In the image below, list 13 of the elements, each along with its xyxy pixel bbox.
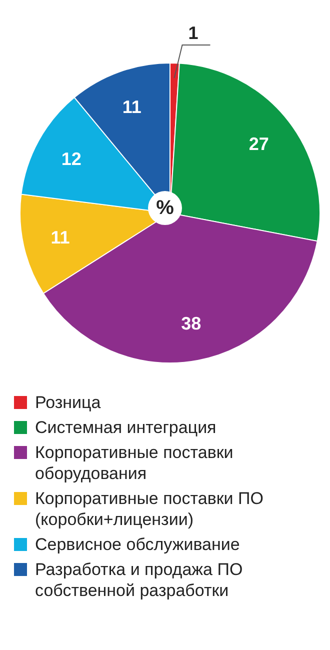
legend-label: Сервисное обслуживание: [35, 534, 240, 555]
data-label: 38: [181, 314, 202, 334]
data-label: 11: [50, 228, 70, 248]
text: %: [148, 191, 182, 225]
data-label: 27: [248, 134, 269, 154]
legend-label: Системная интеграция: [35, 417, 216, 438]
legend-label: Корпоративные поставки оборудования: [35, 442, 234, 484]
legend-label: Корпоративные поставки ПО (коробки+лицензии): [35, 488, 264, 530]
data-label: 11: [122, 97, 142, 118]
legend-label: Розница: [35, 392, 101, 413]
legend-label: Разработка и продажа ПО собственной разработки: [35, 559, 244, 601]
data-label: 12: [61, 148, 82, 169]
data-label: 1: [188, 23, 198, 43]
